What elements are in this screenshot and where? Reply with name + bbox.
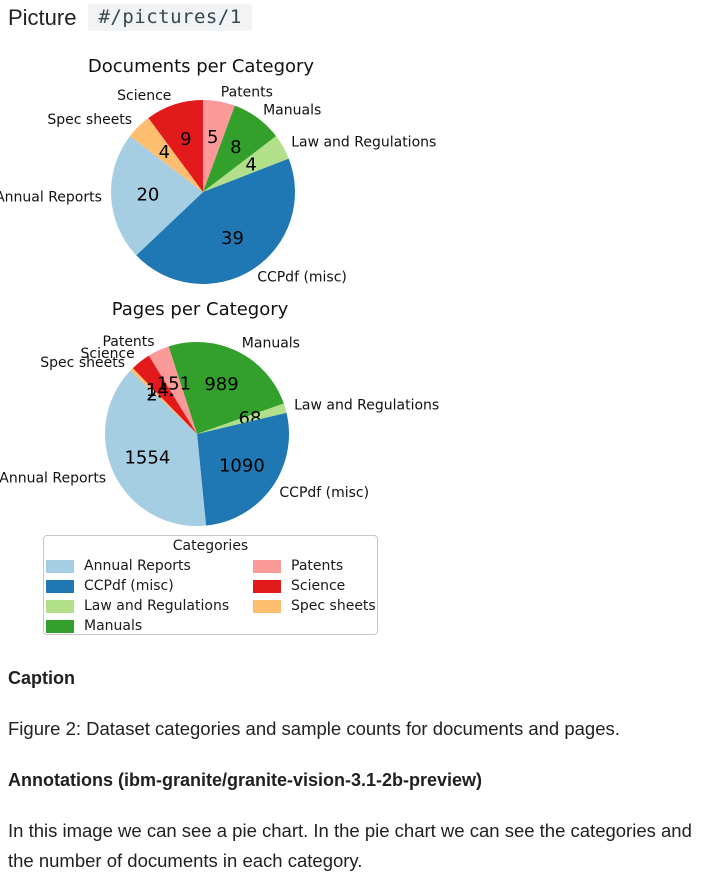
slice-label-manuals: Manuals [263, 103, 321, 119]
legend-swatch-patents [253, 559, 281, 573]
pie-slice-manuals [203, 105, 277, 192]
chart-title-pages-per-category: Pages per Category [112, 299, 289, 320]
slice-label-patents: Patents [221, 84, 273, 100]
picture-path-badge: #/pictures/1 [88, 4, 252, 31]
legend-label: CCPdf (misc) [84, 578, 174, 594]
slice-value-annual-reports: 20 [136, 184, 159, 205]
legend-item-science: Science [251, 576, 376, 596]
slice-value-ccpdf-misc: 39 [221, 228, 244, 249]
slice-value-ccpdf-misc: 1090 [219, 456, 265, 477]
pie-slice-manuals [168, 341, 284, 434]
legend-swatch-annual-reports [46, 559, 74, 573]
annotations-text: In this image we can see a pie chart. In… [8, 820, 692, 871]
slice-value-manuals: 8 [230, 137, 241, 158]
legend-swatch-spec-sheets [253, 599, 281, 613]
pie-slice-annual-reports [111, 136, 203, 256]
slice-value-spec-sheets: 4 [159, 142, 170, 163]
slice-label-ccpdf-misc: CCPdf (misc) [279, 485, 369, 501]
chart-legend: Categories Annual Reports CCPdf (misc) Law… [43, 535, 378, 635]
slice-value-patents: 5 [207, 127, 218, 148]
slice-label-science: Science [81, 346, 135, 362]
annotations-heading: Annotations (ibm-granite/granite-vision-… [8, 770, 483, 790]
pie-slice-science [132, 355, 197, 434]
legend-label: Annual Reports [84, 558, 191, 574]
legend-swatch-law-and-regulations [46, 599, 74, 613]
slice-value-annual-reports: 1554 [124, 448, 170, 469]
legend-item-manuals: Manuals [44, 616, 251, 636]
pie-slice-patents [203, 100, 235, 192]
slice-label-law-and-regulations: Law and Regulations [294, 398, 439, 414]
slice-label-spec-sheets: Spec sheets [40, 355, 125, 371]
slice-label-annual-reports: Annual Reports [0, 470, 106, 486]
pie-slice-law-and-regulations [203, 136, 289, 192]
figure-canvas: Documents per Category 5 Patents 8 Manuals 4 L… [0, 56, 439, 635]
pie-slice-law-and-regulations [197, 403, 287, 434]
pie-slice-ccpdf-misc [197, 412, 289, 526]
caption-text: Figure 2: Dataset categories and sample … [8, 718, 620, 739]
legend-column-2: Patents Science Spec sheets [251, 556, 376, 636]
legend-label: Spec sheets [291, 598, 376, 614]
slice-value-science: 9 [180, 129, 191, 150]
pie-slice-patents [148, 346, 197, 434]
slice-label-ccpdf-misc: CCPdf (misc) [257, 270, 347, 286]
slice-value-law-and-regulations: 4 [245, 155, 256, 176]
legend-label: Law and Regulations [84, 598, 230, 614]
legend-item-law-and-regulations: Law and Regulations [44, 596, 251, 616]
pie-slice-science [148, 100, 203, 192]
pie-slice-annual-reports [104, 370, 207, 527]
pie-chart-documents-per-category: Documents per Category 5 Patents 8 Manuals 4 L… [0, 56, 436, 286]
page-header: Picture #/pictures/1 [8, 4, 252, 31]
chart-title-documents-per-category: Documents per Category [88, 56, 315, 77]
slice-label-spec-sheets: Spec sheets [47, 112, 132, 128]
legend-item-spec-sheets: Spec sheets [251, 596, 376, 616]
caption-heading: Caption [8, 668, 75, 688]
legend-swatch-ccpdf-misc [46, 579, 74, 593]
slice-label-manuals: Manuals [242, 335, 300, 351]
legend-label: Patents [291, 558, 344, 574]
legend-label: Science [291, 578, 346, 594]
slice-value-patents: 151 [157, 373, 191, 394]
slice-label-science: Science [117, 88, 171, 104]
slice-label-law-and-regulations: Law and Regulations [291, 134, 436, 150]
slice-label-annual-reports: Annual Reports [0, 189, 102, 205]
pie-slice-ccpdf-misc [136, 158, 295, 284]
legend-swatch-manuals [46, 619, 74, 633]
pie-slice-spec-sheets [129, 117, 203, 192]
slice-label-patents: Patents [102, 334, 154, 350]
legend-swatch-science [253, 579, 281, 593]
legend-item-annual-reports: Annual Reports [44, 556, 251, 576]
legend-body: Annual Reports CCPdf (misc) Law and Regula… [44, 556, 377, 636]
slice-value-manuals: 989 [204, 374, 238, 395]
legend-item-ccpdf-misc: CCPdf (misc) [44, 576, 251, 596]
legend-item-patents: Patents [251, 556, 376, 576]
legend-label: Manuals [84, 618, 143, 634]
page-title: Picture [8, 4, 77, 30]
legend-title: Categories [172, 538, 249, 554]
legend-column-1: Annual Reports CCPdf (misc) Law and Regula… [44, 556, 251, 636]
pie-slice-spec-sheets [130, 368, 197, 434]
